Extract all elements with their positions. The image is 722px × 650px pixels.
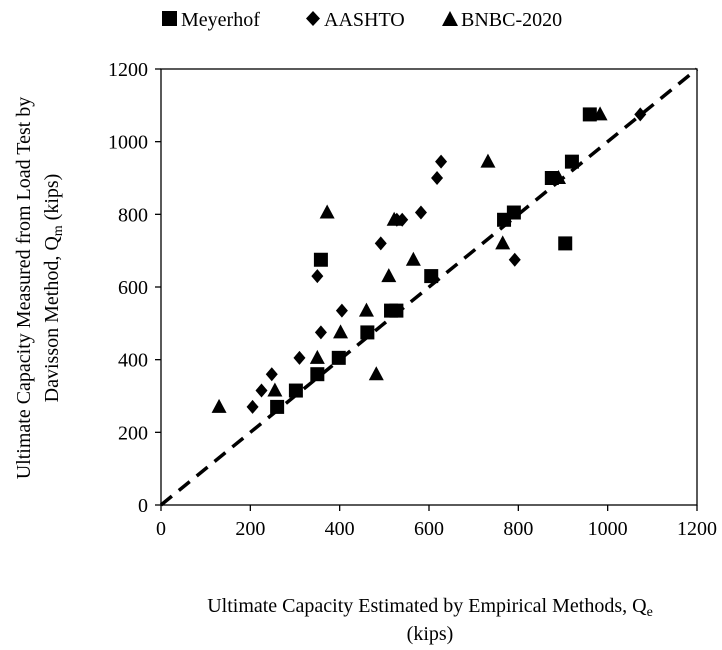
y-axis-title-line2: Davisson Method, Qm (kips) <box>41 174 66 403</box>
y-tick-label: 200 <box>118 422 148 444</box>
x-axis-title-line2: (kips) <box>407 623 454 645</box>
y-axis-title-line1: Ultimate Capacity Measured from Load Tes… <box>13 97 35 480</box>
point-bnbc-2020 <box>333 324 349 339</box>
x-axis-title-sub: e <box>647 605 653 620</box>
one-to-one-line <box>159 67 699 507</box>
y-tick-label: 800 <box>118 204 148 226</box>
y-axis-title: Ultimate Capacity Measured from Load Tes… <box>13 97 66 480</box>
point-meyerhof <box>389 303 404 318</box>
point-bnbc-2020 <box>405 251 421 266</box>
point-meyerhof <box>564 154 579 169</box>
data-points <box>211 106 647 414</box>
point-aashto <box>314 325 327 340</box>
legend-marker-bnbc <box>442 11 458 26</box>
point-meyerhof <box>288 383 303 398</box>
x-axis-title: Ultimate Capacity Estimated by Empirical… <box>207 595 653 645</box>
legend-label-aashto: AASHTO <box>324 9 405 31</box>
y-tick-label: 0 <box>138 495 148 517</box>
legend-marker-meyerhof <box>162 11 177 26</box>
point-bnbc-2020 <box>267 382 283 397</box>
point-meyerhof <box>360 325 375 340</box>
x-tick-label: 200 <box>235 518 265 540</box>
point-bnbc-2020 <box>358 302 374 317</box>
point-bnbc-2020 <box>319 204 335 219</box>
y-axis-title-tail: (kips) <box>41 174 63 226</box>
point-aashto <box>265 367 278 382</box>
point-aashto <box>246 399 259 414</box>
y-tick-label: 400 <box>118 350 148 372</box>
point-aashto <box>311 269 324 284</box>
point-bnbc-2020 <box>381 268 397 283</box>
point-aashto <box>508 252 521 267</box>
x-tick-label: 400 <box>325 518 355 540</box>
x-tick-label: 1000 <box>588 518 628 540</box>
point-bnbc-2020 <box>386 211 402 226</box>
point-bnbc-2020 <box>480 153 496 168</box>
point-meyerhof <box>558 236 573 251</box>
point-bnbc-2020 <box>211 398 227 413</box>
y-tick-label: 1200 <box>108 59 148 81</box>
legend-label-bnbc: BNBC-2020 <box>461 9 562 31</box>
x-tick-label: 800 <box>503 518 533 540</box>
point-bnbc-2020 <box>592 106 608 121</box>
point-aashto <box>293 350 306 365</box>
reference-line-group <box>159 67 699 507</box>
y-axis-title-sub: m <box>51 225 66 236</box>
y-tick-label: 1000 <box>108 132 148 154</box>
point-bnbc-2020 <box>368 366 384 381</box>
legend-label-meyerhof: Meyerhof <box>181 9 260 31</box>
point-meyerhof <box>313 252 328 267</box>
y-axis-title-main: Davisson Method, Q <box>41 236 63 403</box>
point-aashto <box>335 303 348 318</box>
point-meyerhof <box>506 205 521 220</box>
legend: Meyerhof AASHTO BNBC-2020 <box>162 9 562 31</box>
y-tick-label: 600 <box>118 277 148 299</box>
point-meyerhof <box>331 350 346 365</box>
x-axis-title-line1: Ultimate Capacity Estimated by Empirical… <box>207 595 653 620</box>
x-tick-label: 600 <box>414 518 444 540</box>
point-bnbc-2020 <box>309 349 325 364</box>
point-meyerhof <box>270 399 285 414</box>
point-aashto <box>414 205 427 220</box>
x-tick-label: 1200 <box>677 518 717 540</box>
axes: 0 200 400 600 800 1000 1200 0 200 400 600 800 1000 12… <box>108 59 717 540</box>
point-bnbc-2020 <box>551 170 567 184</box>
x-axis-title-main: Ultimate Capacity Estimated by Empirical… <box>207 595 647 617</box>
point-meyerhof <box>582 107 597 122</box>
point-aashto <box>431 171 444 185</box>
point-aashto <box>255 383 268 398</box>
point-aashto <box>435 154 448 169</box>
point-bnbc-2020 <box>495 235 511 250</box>
legend-marker-aashto <box>306 11 320 26</box>
point-aashto <box>634 107 647 122</box>
x-tick-label: 0 <box>156 518 166 540</box>
point-aashto <box>374 236 387 251</box>
point-meyerhof <box>424 269 439 284</box>
point-meyerhof <box>310 367 325 382</box>
